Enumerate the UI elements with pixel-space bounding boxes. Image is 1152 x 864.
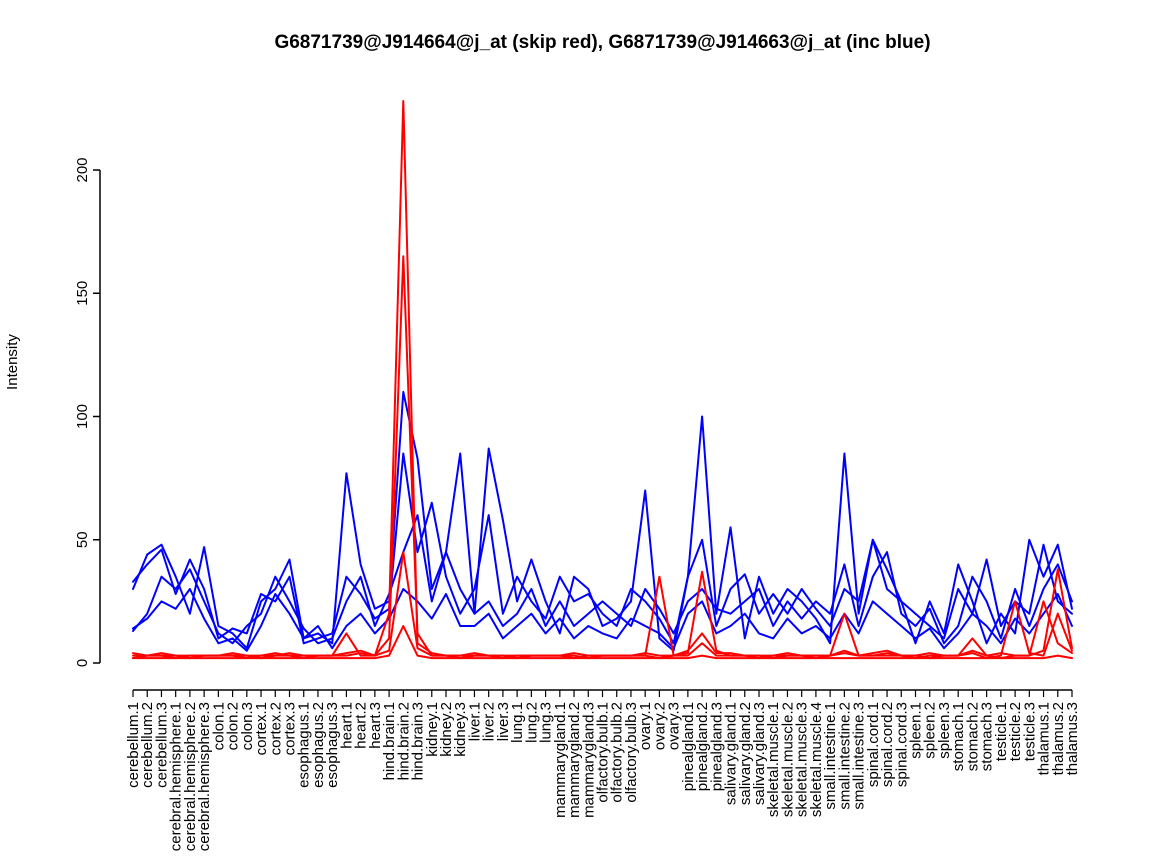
x-category-label: skeletal.muscle.2 xyxy=(779,702,796,817)
x-category-label: lung.3 xyxy=(538,702,555,743)
x-category-label: skeletal.muscle.1 xyxy=(765,702,782,817)
x-category-label: colon.3 xyxy=(239,702,256,750)
x-category-label: olfactory.bulb.3 xyxy=(623,702,640,803)
x-category-label: small.intestine.1 xyxy=(822,702,839,810)
y-tick-label: 0 xyxy=(74,659,91,667)
x-category-label: colon.2 xyxy=(225,702,242,750)
x-category-label: cerebral.hemisphere.3 xyxy=(196,702,213,851)
series-line-inc-blue-2 xyxy=(132,452,1073,645)
series-line-inc-blue-1 xyxy=(132,390,1073,652)
x-category-label: pinealgland.2 xyxy=(694,702,711,791)
x-category-label: esophagus.1 xyxy=(296,702,313,788)
x-category-label: testicle.2 xyxy=(1007,702,1024,761)
x-category-label: thalamus.2 xyxy=(1050,702,1067,775)
x-category-label: stomach.3 xyxy=(979,702,996,771)
x-category-label: liver.2 xyxy=(481,702,498,741)
x-category-label: salivary.gland.1 xyxy=(723,702,740,805)
x-category-label: pinealgland.3 xyxy=(708,702,725,791)
y-tick-label: 100 xyxy=(74,404,91,429)
x-category-label: esophagus.3 xyxy=(324,702,341,788)
x-category-label: mammarygland.2 xyxy=(566,702,583,818)
x-category-label: stomach.2 xyxy=(964,702,981,771)
x-category-label: thalamus.3 xyxy=(1064,702,1081,775)
x-category-label: mammarygland.1 xyxy=(552,702,569,818)
x-category-label: small.intestine.2 xyxy=(836,702,853,810)
x-category-label: cerebellum.3 xyxy=(153,702,170,788)
chart-title: G6871739@J914664@j_at (skip red), G68717… xyxy=(274,32,931,53)
x-category-label: heart.3 xyxy=(367,702,384,749)
x-category-label: hind.brain.3 xyxy=(410,702,427,780)
x-category-label: liver.1 xyxy=(466,702,483,741)
x-category-label: lung.1 xyxy=(509,702,526,743)
x-category-label: ovary.3 xyxy=(666,702,683,750)
x-category-label: kidney.2 xyxy=(438,702,455,757)
x-category-label: cortex.3 xyxy=(282,702,299,755)
x-category-label: testicle.3 xyxy=(1021,702,1038,761)
y-tick-label: 200 xyxy=(74,157,91,182)
x-category-label: cerebral.hemisphere.2 xyxy=(182,702,199,851)
x-category-label: heart.1 xyxy=(338,702,355,749)
x-category-label: mammarygland.3 xyxy=(580,702,597,818)
x-category-label: spinal.cord.1 xyxy=(865,702,882,787)
series-line-inc-blue-4 xyxy=(132,588,1073,652)
x-category-label: spleen.2 xyxy=(922,702,939,759)
x-category-label: stomach.1 xyxy=(950,702,967,771)
series-line-inc-blue-3 xyxy=(132,514,1073,645)
x-category-label: spleen.1 xyxy=(908,702,925,759)
series-line-skip-red-1 xyxy=(132,100,1073,657)
x-category-label: esophagus.2 xyxy=(310,702,327,788)
x-category-label: ovary.2 xyxy=(651,702,668,750)
x-category-label: heart.2 xyxy=(353,702,370,749)
x-category-label: kidney.1 xyxy=(424,702,441,757)
x-category-label: olfactory.bulb.1 xyxy=(595,702,612,803)
x-category-label: small.intestine.3 xyxy=(851,702,868,810)
y-tick-label: 50 xyxy=(74,531,91,548)
x-category-label: olfactory.bulb.2 xyxy=(609,702,626,803)
x-category-label: salivary.gland.3 xyxy=(751,702,768,805)
x-category-label: lung.2 xyxy=(523,702,540,743)
x-category-label: cortex.2 xyxy=(267,702,284,755)
series-line-skip-red-4 xyxy=(132,625,1073,660)
x-category-label: salivary.gland.2 xyxy=(737,702,754,805)
x-category-label: liver.3 xyxy=(495,702,512,741)
y-tick-label: 150 xyxy=(74,281,91,306)
x-category-label: thalamus.1 xyxy=(1036,702,1053,775)
x-category-label: hind.brain.2 xyxy=(395,702,412,780)
series-line-skip-red-3 xyxy=(132,551,1073,660)
x-category-label: hind.brain.1 xyxy=(381,702,398,780)
x-category-label: kidney.3 xyxy=(452,702,469,757)
x-category-label: cerebral.hemisphere.1 xyxy=(168,702,185,851)
x-category-label: spinal.cord.2 xyxy=(879,702,896,787)
x-category-label: cerebellum.1 xyxy=(125,702,142,788)
x-category-label: skeletal.muscle.3 xyxy=(794,702,811,817)
x-category-label: skeletal.muscle.4 xyxy=(808,702,825,817)
x-category-label: ovary.1 xyxy=(637,702,654,750)
x-category-label: pinealgland.1 xyxy=(680,702,697,791)
x-category-label: cortex.1 xyxy=(253,702,270,755)
x-category-label: spleen.3 xyxy=(936,702,953,759)
x-category-label: spinal.cord.3 xyxy=(893,702,910,787)
x-category-label: colon.1 xyxy=(210,702,227,750)
x-category-label: testicle.1 xyxy=(993,702,1010,761)
x-category-label: cerebellum.2 xyxy=(139,702,156,788)
